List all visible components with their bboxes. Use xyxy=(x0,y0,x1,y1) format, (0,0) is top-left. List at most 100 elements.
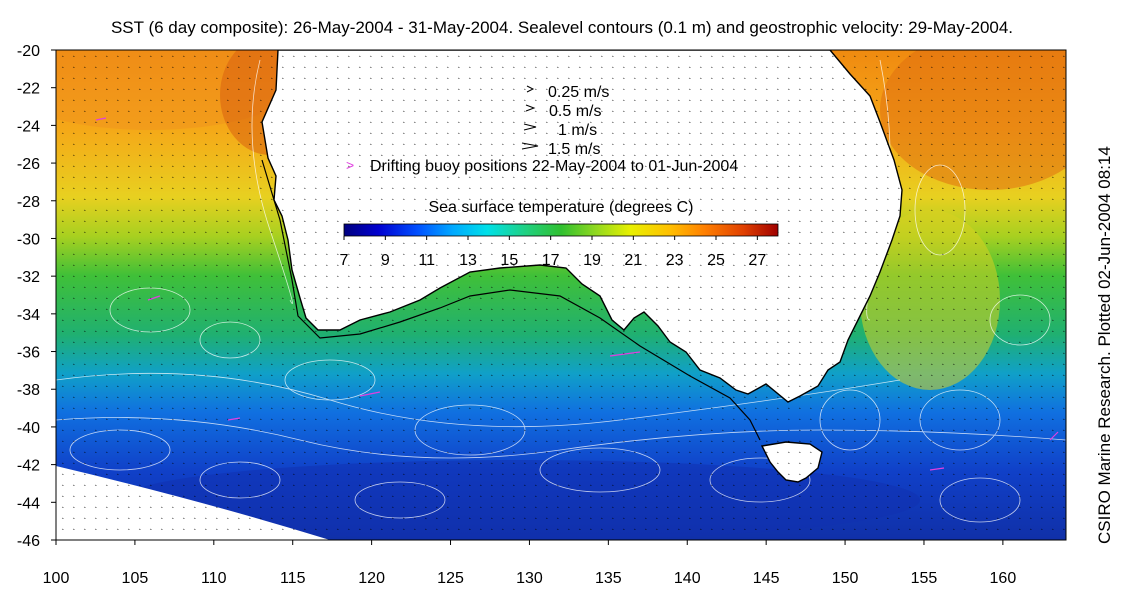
velocity-arrow xyxy=(974,385,977,387)
velocity-arrow xyxy=(83,77,86,79)
velocity-arrow xyxy=(622,473,625,475)
velocity-arrow xyxy=(666,264,669,266)
velocity-arrow xyxy=(996,187,999,189)
velocity-arrow xyxy=(655,517,658,519)
velocity-arrow xyxy=(820,88,823,90)
velocity-arrow xyxy=(985,517,988,519)
velocity-arrow xyxy=(655,308,658,310)
velocity-arrow xyxy=(402,275,405,277)
velocity-arrow xyxy=(402,121,405,123)
velocity-arrow xyxy=(809,462,812,464)
velocity-arrow xyxy=(831,253,834,255)
velocity-arrow xyxy=(325,363,328,365)
velocity-arrow xyxy=(963,154,966,156)
velocity-arrow xyxy=(523,121,526,123)
velocity-arrow xyxy=(688,143,691,145)
velocity-arrow xyxy=(820,154,823,156)
velocity-arrow xyxy=(512,187,515,189)
velocity-arrow xyxy=(259,440,262,442)
velocity-arrow xyxy=(611,495,614,497)
velocity-arrow xyxy=(820,99,823,101)
velocity-arrow xyxy=(424,132,427,134)
velocity-arrow xyxy=(743,462,746,464)
velocity-arrow xyxy=(314,242,317,244)
velocity-arrow xyxy=(886,517,889,519)
velocity-arrow xyxy=(446,55,449,57)
velocity-arrow xyxy=(1062,143,1065,145)
velocity-arrow xyxy=(1062,495,1065,497)
velocity-arrow xyxy=(897,176,900,178)
velocity-arrow xyxy=(930,495,933,497)
velocity-arrow xyxy=(798,220,801,222)
velocity-arrow xyxy=(589,484,592,486)
velocity-arrow xyxy=(314,66,317,68)
velocity-arrow xyxy=(765,220,768,222)
velocity-arrow xyxy=(798,396,801,398)
velocity-arrow xyxy=(523,330,526,332)
velocity-arrow xyxy=(765,154,768,156)
velocity-arrow xyxy=(578,319,581,321)
velocity-arrow xyxy=(1040,440,1043,442)
velocity-arrow xyxy=(215,517,218,519)
velocity-arrow xyxy=(963,319,966,321)
velocity-arrow xyxy=(919,264,922,266)
velocity-arrow xyxy=(699,385,702,387)
velocity-arrow xyxy=(1062,132,1065,134)
velocity-arrow xyxy=(413,187,416,189)
velocity-arrow xyxy=(479,121,482,123)
velocity-arrow xyxy=(534,275,537,277)
velocity-arrow xyxy=(611,418,614,420)
velocity-arrow xyxy=(930,451,933,453)
velocity-arrow xyxy=(116,132,119,134)
velocity-arrow xyxy=(644,77,647,79)
velocity-arrow xyxy=(578,176,581,178)
velocity-arrow xyxy=(204,330,207,332)
velocity-arrow xyxy=(941,198,944,200)
velocity-arrow xyxy=(281,451,284,453)
velocity-arrow xyxy=(710,165,713,167)
velocity-arrow xyxy=(270,110,273,112)
velocity-arrow xyxy=(512,275,515,277)
velocity-arrow xyxy=(215,220,218,222)
velocity-arrow xyxy=(314,77,317,79)
velocity-arrow xyxy=(1007,385,1010,387)
velocity-arrow xyxy=(919,275,922,277)
velocity-arrow xyxy=(446,66,449,68)
velocity-arrow xyxy=(402,484,405,486)
velocity-arrow xyxy=(864,55,867,57)
velocity-arrow xyxy=(204,396,207,398)
velocity-arrow xyxy=(1040,385,1043,387)
velocity-arrow xyxy=(116,99,119,101)
velocity-arrow xyxy=(710,198,713,200)
velocity-arrow xyxy=(886,99,889,101)
velocity-arrow xyxy=(776,440,779,442)
velocity-arrow xyxy=(875,77,878,79)
velocity-arrow xyxy=(182,319,185,321)
velocity-arrow xyxy=(72,231,75,233)
velocity-arrow xyxy=(930,121,933,123)
velocity-arrow xyxy=(248,88,251,90)
velocity-arrow xyxy=(83,517,86,519)
velocity-arrow xyxy=(633,385,636,387)
velocity-arrow xyxy=(798,363,801,365)
velocity-arrow xyxy=(908,88,911,90)
velocity-arrow xyxy=(127,88,130,90)
velocity-arrow xyxy=(1062,517,1065,519)
velocity-arrow xyxy=(1007,110,1010,112)
velocity-arrow xyxy=(611,374,614,376)
velocity-arrow xyxy=(479,198,482,200)
velocity-arrow xyxy=(523,88,526,90)
velocity-arrow xyxy=(853,88,856,90)
velocity-arrow xyxy=(171,330,174,332)
velocity-arrow xyxy=(996,242,999,244)
velocity-arrow xyxy=(61,352,64,354)
velocity-arrow xyxy=(578,352,581,354)
velocity-arrow xyxy=(611,77,614,79)
velocity-arrow xyxy=(589,264,592,266)
velocity-arrow xyxy=(974,231,977,233)
velocity-arrow xyxy=(1018,66,1021,68)
velocity-arrow xyxy=(1007,275,1010,277)
velocity-arrow xyxy=(996,275,999,277)
velocity-arrow xyxy=(193,484,196,486)
velocity-arrow xyxy=(798,385,801,387)
